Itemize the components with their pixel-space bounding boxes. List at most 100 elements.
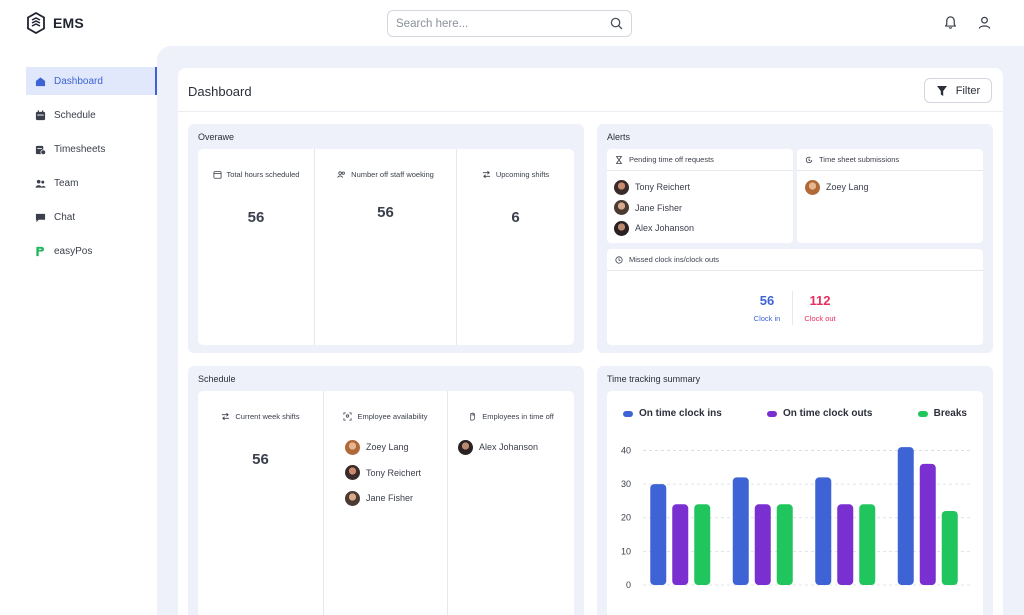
list-item[interactable]: Alex Johanson [458,439,538,455]
list-item[interactable]: Alex Johanson [614,220,793,236]
schedule-columns: Current week shifts 56 Employee availabi… [198,391,574,615]
bar-on-time-clock-ins-4[interactable] [897,447,914,585]
list-item[interactable]: Tony Reichert [614,179,793,195]
calendar-icon [213,171,222,179]
sidebar-item-timesheets[interactable]: Timesheets [26,135,157,163]
bar-on-time-clock-outs-4[interactable] [919,463,936,585]
stat-label: Upcoming shifts [495,170,550,179]
bar-breaks-3[interactable] [859,504,876,585]
avatar [805,179,820,195]
search-icon[interactable] [610,17,623,30]
sidebar-item-label: easyPos [54,245,93,257]
clock-in-stat: 56 Clock in [747,293,787,323]
legend-item-clock-outs[interactable]: On time clock outs [766,408,873,419]
bell-icon[interactable] [943,15,958,30]
time-tracking-chart-card: On time clock ins On time clock outs Bre… [607,391,983,615]
sidebar-item-label: Chat [54,211,76,223]
legend-item-breaks[interactable]: Breaks [917,408,967,419]
time-tracking-panel: Time tracking summary On time clock ins … [597,366,993,615]
employees-time-off: Employees in time off Alex Johanson [448,391,574,615]
bar-breaks-2[interactable] [776,504,793,585]
legend-label: On time clock outs [782,408,873,419]
alert-label: Missed clock ins/clock outs [629,255,720,264]
bar-on-time-clock-outs-2[interactable] [754,504,771,585]
bar-on-time-clock-outs-1[interactable] [672,504,689,585]
avatar [614,200,629,215]
employee-availability: Employee availability Zoey Lang Tony Rei… [324,391,448,615]
filter-label: Filter [955,84,981,97]
list-item[interactable]: Jane Fisher [345,490,421,506]
col-label: Current week shifts [235,412,300,421]
current-week-shifts: Current week shifts 56 [198,391,324,615]
availability-icon [343,412,352,421]
alerts-title: Alerts [607,132,631,142]
sidebar: Dashboard Schedule Timesheets Team Chat … [26,67,157,271]
timesheet-icon [35,145,46,155]
alert-label: Time sheet submissions [819,155,900,164]
top-bar: EMS [0,0,1024,46]
page-title: Dashboard [188,84,252,99]
brand[interactable]: EMS [26,12,84,34]
timesheet-submissions-box: Time sheet submissions Zoey Lang [797,149,983,243]
legend-swatch [917,410,928,417]
list-item[interactable]: Tony Reichert [345,465,421,481]
sidebar-item-team[interactable]: Team [26,169,157,197]
list-item[interactable]: Zoey Lang [805,179,983,195]
overview-panel: Overawe Total hours scheduled 56 Number … [188,124,584,353]
bar-on-time-clock-outs-3[interactable] [837,504,854,585]
stat-upcoming-shifts: Upcoming shifts 6 [457,149,574,345]
time-off-list: Alex Johanson [458,439,538,460]
list-item[interactable]: Jane Fisher [614,200,793,216]
bar-breaks-1[interactable] [694,504,711,585]
sidebar-item-label: Timesheets [54,143,106,155]
avatar [614,179,629,195]
search-input[interactable] [396,17,610,30]
bar-on-time-clock-ins-1[interactable] [650,484,667,585]
sidebar-item-dashboard[interactable]: Dashboard [26,67,157,95]
avatar [345,490,360,506]
app-name: EMS [53,15,84,31]
legend-item-clock-ins[interactable]: On time clock ins [623,408,722,419]
user-icon[interactable] [977,15,992,30]
schedule-panel: Schedule Current week shifts 56 Employee… [188,366,584,615]
bar-on-time-clock-ins-2[interactable] [732,477,749,585]
shift-arrows-icon [222,412,230,421]
avatar [614,220,629,236]
person-name: Alex Johanson [635,223,695,233]
avatar [345,439,360,455]
clock-in-label: Clock in [753,314,781,323]
bar-breaks-4[interactable] [941,511,958,585]
alerts-panel: Alerts Pending time off requests Tony Re… [597,124,993,353]
list-item[interactable]: Zoey Lang [345,439,421,455]
easypos-logo-icon [36,246,44,256]
avatar [345,465,360,480]
clock-out-stat: 112 Clock out [797,293,843,323]
sidebar-item-easypos[interactable]: easyPos [26,237,157,265]
y-tick-label: 0 [626,580,631,590]
y-tick-label: 20 [621,513,631,523]
legend-swatch [623,410,633,417]
stat-staff-working: Number off staff woeking 56 [315,149,457,345]
col-label: Employees in time off [482,412,554,421]
person-name: Zoey Lang [366,442,409,452]
person-name: Tony Reichert [366,467,422,478]
refresh-clock-icon [805,156,813,163]
y-tick-label: 10 [621,546,631,556]
overview-title: Overawe [198,132,235,142]
filter-button[interactable]: Filter [924,78,992,103]
search-bar [387,10,632,37]
bar-on-time-clock-ins-3[interactable] [815,477,832,585]
chart-legend: On time clock ins On time clock outs Bre… [623,408,967,419]
sidebar-item-label: Team [54,177,79,189]
person-name: Alex Johanson [479,442,539,452]
sidebar-item-schedule[interactable]: Schedule [26,101,157,129]
legend-swatch [766,410,777,417]
dashboard-card: Dashboard Filter Overawe Total hours sch… [178,68,1003,615]
stat-label: Total hours scheduled [226,170,300,179]
y-tick-label: 40 [621,445,631,455]
stat-value: 56 [247,209,265,226]
hourglass-icon [615,155,623,164]
sidebar-item-chat[interactable]: Chat [26,203,157,231]
person-name: Jane Fisher [635,202,683,213]
time-tracking-title: Time tracking summary [607,374,701,384]
